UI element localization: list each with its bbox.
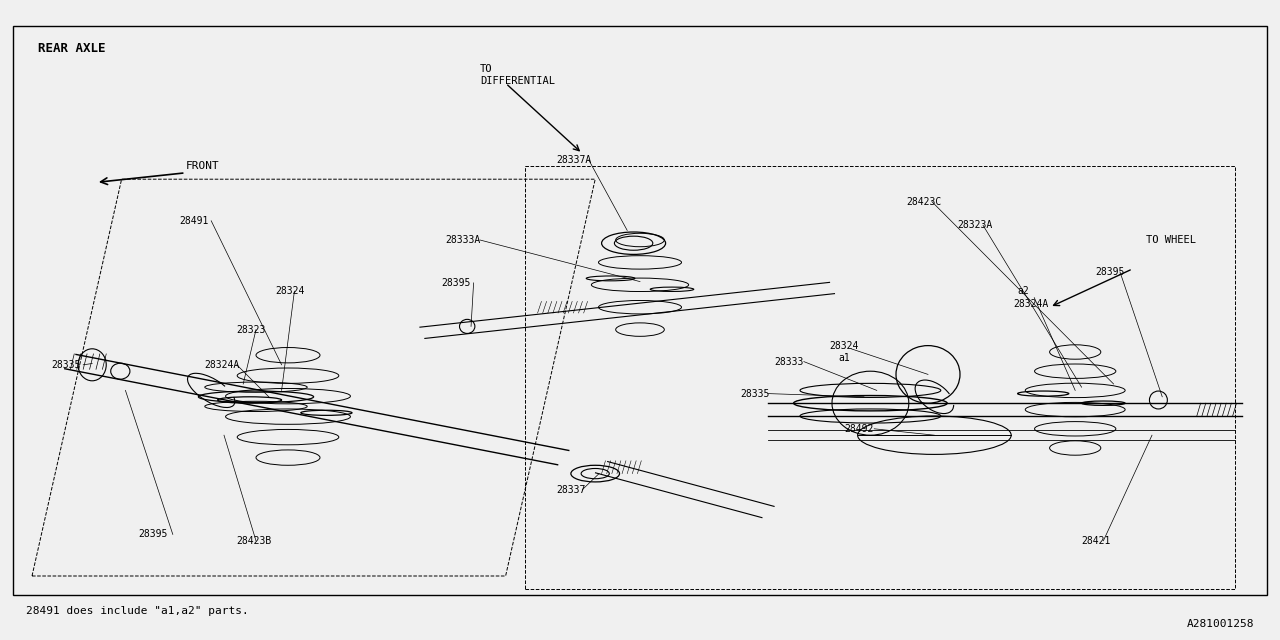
Text: 28324A: 28324A: [205, 360, 241, 370]
Text: 28323: 28323: [237, 324, 266, 335]
Text: 28324: 28324: [829, 340, 859, 351]
Text: 28337A: 28337A: [557, 155, 593, 165]
Text: a1: a1: [838, 353, 850, 364]
Text: a2: a2: [1018, 286, 1029, 296]
Text: 28337: 28337: [557, 484, 586, 495]
Text: 28395: 28395: [138, 529, 168, 540]
Text: 28335: 28335: [740, 388, 769, 399]
Text: 28423C: 28423C: [906, 196, 942, 207]
Bar: [13, 26, 1267, 595]
Text: 28335: 28335: [51, 360, 81, 370]
Text: 28423B: 28423B: [237, 536, 273, 546]
Text: FRONT: FRONT: [186, 161, 219, 172]
Text: A281001258: A281001258: [1187, 619, 1254, 629]
Text: 28324A: 28324A: [1014, 299, 1050, 309]
Text: REAR AXLE: REAR AXLE: [38, 42, 106, 54]
Text: TO
DIFFERENTIAL: TO DIFFERENTIAL: [480, 64, 556, 86]
Text: 28491 does include "a1,a2" parts.: 28491 does include "a1,a2" parts.: [26, 606, 248, 616]
Text: 28333: 28333: [774, 356, 804, 367]
Text: TO WHEEL: TO WHEEL: [1146, 235, 1196, 245]
Text: 28323A: 28323A: [957, 220, 993, 230]
Text: 28333A: 28333A: [445, 235, 481, 245]
Text: 28491: 28491: [179, 216, 209, 226]
Text: 28421: 28421: [1082, 536, 1111, 546]
Text: 28324: 28324: [275, 286, 305, 296]
Text: 28395: 28395: [442, 278, 471, 288]
Text: 28492: 28492: [845, 424, 874, 434]
Text: 28395: 28395: [1096, 267, 1125, 277]
